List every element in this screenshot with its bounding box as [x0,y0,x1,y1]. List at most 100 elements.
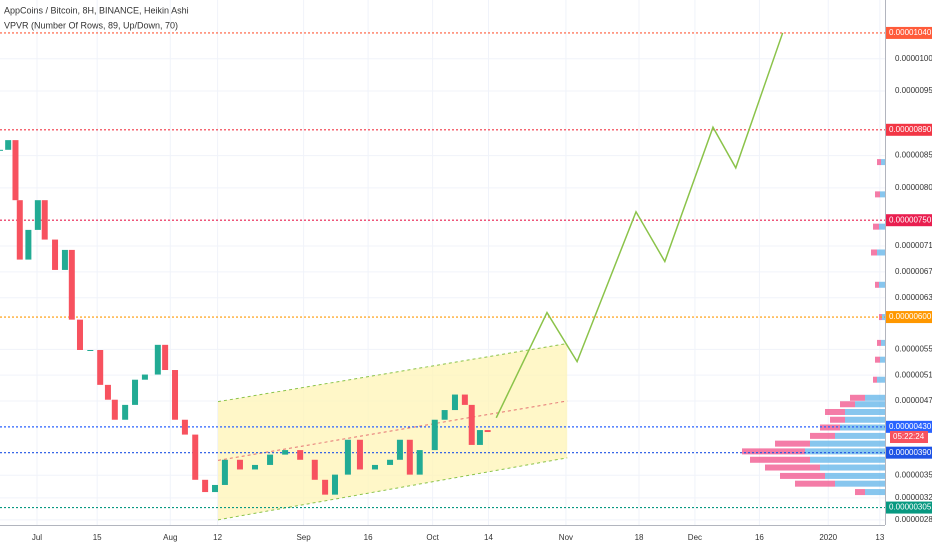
candle [141,374,148,380]
volume-up-bar [881,159,885,166]
x-tick-label: 14 [484,533,493,542]
candle [396,439,403,460]
channel-mid-line [217,400,568,461]
channel-lower-line [217,457,568,521]
countdown-label: 05:22:24 [893,432,925,441]
candle [221,459,228,485]
candle [331,474,338,495]
volume-down-bar [742,448,805,455]
candle [132,379,139,405]
x-tick-label: 18 [635,533,644,542]
level-label-box [886,311,932,324]
chart-title: AppCoins / Bitcoin, 8H, BINANCE, Heikin … [4,5,189,15]
candle [416,450,423,475]
level-label: 0.00001040 [889,28,932,37]
channel-upper-line [217,343,568,403]
candle [111,399,118,420]
x-tick-label: 16 [364,533,373,542]
level-label: 0.00000750 [889,215,932,224]
volume-up-bar [845,408,885,415]
level-label-box [886,123,932,136]
volume-up-bar [881,339,885,346]
candle [451,394,458,411]
level-label-box [886,446,932,459]
candle [236,459,243,470]
candle [297,450,304,460]
volume-down-bar [875,281,879,288]
x-tick-label: Jul [32,533,42,542]
candle [162,344,169,371]
volume-down-bar [877,339,881,346]
countdown-box [890,431,928,444]
volume-down-bar [873,223,879,230]
candle [5,140,12,150]
candle [311,459,318,480]
candle [122,404,129,420]
volume-down-bar [873,376,877,383]
candle [371,464,378,470]
candle [25,229,32,260]
level-label: 0.00000390 [889,448,932,457]
candle [461,394,468,405]
candle [61,249,68,270]
x-tick-label: 15 [93,533,102,542]
candle [252,464,259,470]
level-label: 0.00000600 [889,312,932,321]
grid [0,0,885,525]
candle [181,419,188,435]
candle [68,249,75,320]
volume-down-bar [810,432,835,439]
x-tick-label: Oct [426,533,439,542]
level-label-box [886,26,932,39]
volume-down-bar [871,249,877,256]
x-tick-label: Sep [296,533,311,542]
projection-line [495,32,784,419]
volume-down-bar [780,472,825,479]
candle [87,350,94,351]
volume-up-bar [865,489,885,496]
candle [172,370,179,420]
volume-up-bar [820,464,885,471]
volume-down-bar [775,440,810,447]
plot [0,32,885,521]
candle [431,419,438,451]
candle [97,350,104,385]
volume-up-bar [855,401,885,408]
candle [484,430,491,433]
candle [34,200,41,230]
volume-up-bar [880,191,885,198]
volume-up-bar [835,480,885,487]
volume-up-bar [879,281,885,288]
indicator-label: VPVR (Number Of Rows, 89, Up/Down, 70) [4,20,178,30]
x-tick-label: 12 [213,533,222,542]
volume-down-bar [855,489,865,496]
volume-down-bar [875,191,880,198]
volume-down-bar [840,401,855,408]
volume-up-bar [882,314,885,321]
x-tick-label: 16 [755,533,764,542]
volume-down-bar [875,356,880,363]
volume-up-bar [879,223,885,230]
candle [387,459,394,465]
candle [52,239,59,270]
level-label-box [886,501,932,514]
volume-up-bar [840,424,885,431]
candle [344,439,351,475]
candle [212,484,219,493]
volume-up-bar [845,416,885,423]
candle [192,434,199,480]
y-tick-label: 0.00000286 [895,515,932,524]
level-label: 0.00000430 [889,422,932,431]
candle [441,410,448,420]
volume-down-bar [825,408,845,415]
volume-down-bar [795,480,835,487]
candle [476,430,483,445]
level-label: 0.00000305 [889,503,932,512]
candle [468,404,475,445]
level-label-box [886,420,932,433]
